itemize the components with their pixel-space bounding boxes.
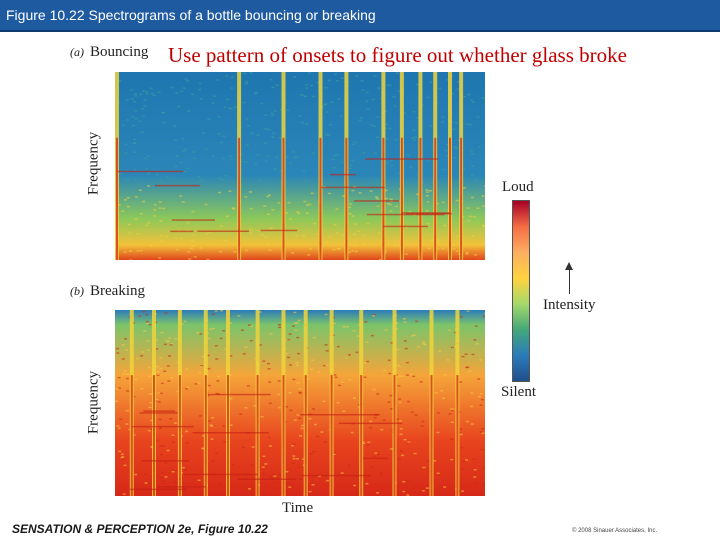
- slide-title: Figure 10.22 Spectrograms of a bottle bo…: [6, 7, 376, 23]
- spectrogram-breaking: [115, 310, 485, 496]
- intensity-arrow-icon: [565, 262, 573, 294]
- spectrogram-bouncing: [115, 72, 485, 260]
- panel-a-title: Bouncing: [90, 44, 149, 60]
- footer-credit: SENSATION & PERCEPTION 2e, Figure 10.22: [12, 522, 268, 536]
- panel-a-letter: (a): [70, 45, 84, 59]
- panel-a-label: (a) Bouncing: [70, 44, 148, 61]
- panel-b-letter: (b): [70, 284, 84, 298]
- footer-copyright: © 2008 Sinauer Associates, Inc.: [572, 528, 658, 534]
- panel-b-title: Breaking: [90, 283, 145, 299]
- colorbar-axis-label: Intensity: [543, 297, 596, 313]
- annotation-text: Use pattern of onsets to figure out whet…: [168, 43, 627, 67]
- intensity-colorbar: [512, 200, 530, 382]
- title-bar: Figure 10.22 Spectrograms of a bottle bo…: [0, 0, 720, 32]
- panel-a-ylabel: Frequency: [85, 131, 102, 196]
- panel-b-ylabel: Frequency: [85, 370, 102, 435]
- time-axis-label: Time: [282, 500, 314, 516]
- colorbar-silent-label: Silent: [501, 384, 537, 400]
- panel-b-label: (b) Breaking: [70, 283, 145, 300]
- colorbar-loud-label: Loud: [502, 179, 534, 195]
